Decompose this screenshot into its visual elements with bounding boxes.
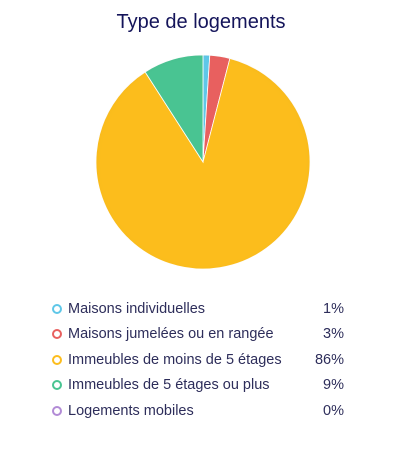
pie-chart: [95, 54, 311, 270]
legend-marker-icon: [52, 380, 62, 391]
legend-marker-icon: [52, 329, 62, 340]
legend-item[interactable]: Immeubles de moins de 5 étages 86%: [52, 347, 344, 373]
legend-value: 1%: [323, 300, 344, 317]
legend-item[interactable]: Logements mobiles 0%: [52, 398, 344, 424]
legend-label: Maisons individuelles: [68, 300, 206, 317]
pie-slice-2[interactable]: [95, 57, 311, 270]
legend-item[interactable]: Maisons jumelées ou en rangée 3%: [52, 322, 344, 348]
legend-value: 3%: [323, 326, 344, 343]
legend-item[interactable]: Immeubles de 5 étages ou plus 9%: [52, 373, 344, 399]
pie-slice-3[interactable]: [144, 54, 204, 164]
legend-label: Immeubles de 5 étages ou plus: [68, 377, 270, 394]
legend-label: Immeubles de moins de 5 étages: [68, 351, 282, 368]
legend-value: 86%: [314, 351, 344, 368]
legend-item[interactable]: Maisons individuelles 1%: [52, 296, 344, 322]
legend-label: Logements mobiles: [68, 402, 194, 419]
legend-marker-icon: [52, 354, 62, 365]
legend-marker-icon: [52, 405, 62, 416]
legend-value: 9%: [323, 377, 344, 394]
legend-value: 0%: [323, 402, 344, 419]
pie-svg: [95, 54, 311, 270]
chart-title: Type de logements: [116, 11, 286, 33]
chart-legend: Maisons individuelles 1% Maisons jumelées …: [52, 296, 344, 424]
legend-marker-icon: [52, 303, 62, 314]
legend-label: Maisons jumelées ou en rangée: [68, 326, 274, 343]
